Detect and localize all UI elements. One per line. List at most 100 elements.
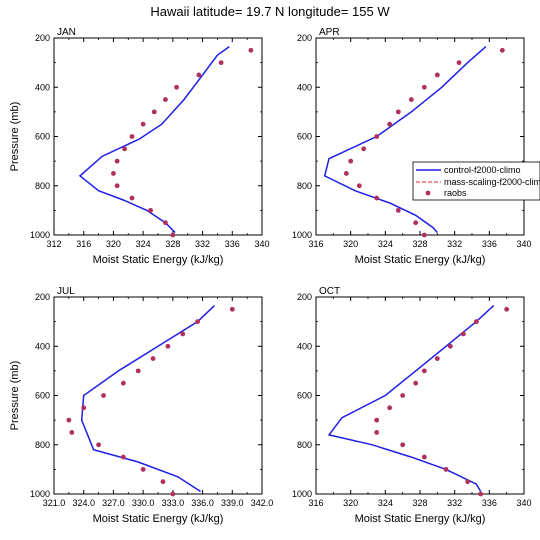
raobs-point (413, 380, 419, 386)
y-tick-label: 1000 (30, 230, 50, 240)
raobs-point (387, 405, 393, 411)
raobs-point (66, 417, 72, 423)
raobs-point (229, 306, 235, 312)
raobs-point (140, 466, 146, 472)
raobs-point (395, 109, 401, 115)
raobs-point (478, 491, 484, 497)
raobs-point (120, 454, 126, 460)
y-tick-label: 800 (35, 181, 50, 191)
raobs-point (460, 331, 466, 337)
raobs-point (374, 195, 380, 201)
raobs-point (456, 60, 462, 66)
raobs-point (400, 393, 406, 398)
y-tick-label: 600 (297, 132, 312, 142)
y-tick-label: 600 (297, 391, 312, 401)
raobs-point (174, 84, 179, 90)
raobs-point (248, 47, 254, 53)
panel-jan: JAN 312 316 320 324 328 332 336 340 200 400 600 800 1… (9, 27, 270, 266)
y-tick-label: 400 (35, 341, 50, 351)
raobs-point (473, 319, 479, 325)
raobs-point (374, 417, 380, 423)
raobs-point (499, 47, 505, 53)
y-tick-label: 1000 (292, 230, 312, 240)
x-tick-label: 321.0 (43, 498, 66, 508)
x-tick-label: 327.0 (102, 498, 125, 508)
y-tick-label: 800 (35, 440, 50, 450)
x-tick-label: 339.0 (221, 498, 244, 508)
raobs-point (196, 72, 202, 78)
x-tick-label: 312 (46, 239, 61, 249)
raobs-point (163, 97, 168, 102)
x-tick-label: 336.0 (191, 498, 214, 508)
x-tick-label: 324 (378, 239, 393, 249)
y-tick-label: 1000 (30, 489, 50, 499)
x-tick-label: 342.0 (251, 498, 274, 508)
raobs-point (356, 183, 362, 189)
raobs-point (421, 232, 427, 238)
raobs-point (170, 491, 176, 497)
panel-label: JUL (57, 286, 75, 297)
x-tick-label: 328 (165, 239, 180, 249)
x-tick-label: 320 (343, 498, 358, 508)
raobs-point (170, 232, 176, 238)
y-tick-label: 200 (297, 292, 312, 302)
raobs-point (348, 158, 354, 164)
x-tick-label: 336 (225, 239, 240, 249)
x-tick-label: 316 (308, 239, 323, 249)
raobs-point (434, 356, 440, 361)
y-tick-label: 600 (35, 391, 50, 401)
y-axis-title: Pressure (mb) (9, 361, 21, 431)
y-tick-label: 200 (35, 33, 50, 43)
y-tick-label: 200 (297, 33, 312, 43)
y-tick-label: 800 (297, 181, 312, 191)
raobs-point (343, 171, 349, 176)
x-tick-label: 324 (136, 239, 151, 249)
raobs-point (180, 331, 186, 337)
panels: JAN 312 316 320 324 328 332 336 340 200 400 600 800 1… (9, 27, 532, 525)
x-tick-label: 332 (447, 498, 462, 508)
y-tick-label: 400 (35, 82, 50, 92)
raobs-point (151, 109, 157, 115)
raobs-point (120, 380, 126, 386)
raobs-point (218, 60, 224, 66)
raobs-point (148, 207, 153, 213)
raobs-point (111, 171, 116, 176)
x-tick-label: 324.0 (72, 498, 95, 508)
legend-control-label: control-f2000-climo (444, 165, 521, 175)
legend-raobs-swatch (425, 190, 431, 196)
panel-oct: OCT 316 320 324 328 332 336 340 200 400 600 800 1000… (292, 286, 532, 525)
x-axis-title: Moist Static Energy (kJ/kg) (93, 513, 224, 525)
raobs-point (421, 84, 427, 90)
raobs-point (140, 121, 146, 127)
panel-apr: APR 316 320 324 328 332 336 340 200 400 600 800 1000… (292, 27, 532, 266)
x-axis-title: Moist Static Energy (kJ/kg) (93, 254, 224, 266)
x-axis-title: Moist Static Energy (kJ/kg) (355, 513, 486, 525)
raobs-point (150, 356, 156, 361)
raobs-point (395, 207, 401, 213)
plot-frame (53, 296, 263, 495)
raobs-point (361, 146, 367, 152)
raobs-point (195, 319, 201, 325)
y-tick-label: 200 (35, 292, 50, 302)
plot-frame (53, 37, 263, 236)
raobs-point (374, 134, 380, 139)
raobs-point (114, 183, 120, 189)
raobs-point (413, 220, 419, 226)
panel-label: OCT (319, 286, 340, 297)
control-line (78, 45, 230, 234)
raobs-point (374, 430, 380, 435)
x-tick-label: 320 (106, 239, 121, 249)
x-tick-label: 328 (412, 498, 427, 508)
y-tick-label: 800 (297, 440, 312, 450)
x-tick-label: 320 (343, 239, 358, 249)
x-tick-label: 332 (447, 239, 462, 249)
raobs-point (101, 393, 106, 398)
raobs-point (135, 368, 141, 374)
panel-label: APR (319, 27, 340, 38)
legend-mass-scaling-label: mass-scaling-f2000-climo (444, 177, 540, 187)
legend-box (412, 161, 540, 201)
x-tick-label: 336 (482, 239, 497, 249)
x-tick-label: 316 (76, 239, 91, 249)
raobs-point (421, 454, 427, 460)
x-tick-label: 332 (195, 239, 210, 249)
